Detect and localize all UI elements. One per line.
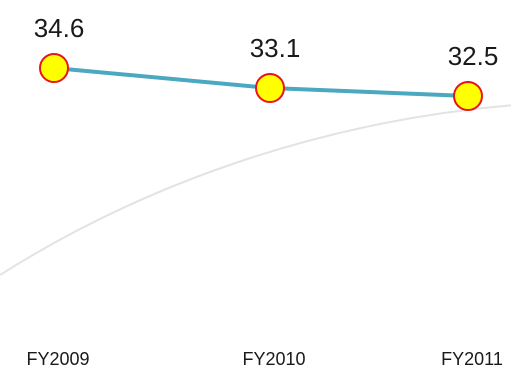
data-point-FY2010	[255, 73, 285, 103]
data-label-FY2011: 32.5	[448, 41, 499, 71]
data-labels: 34.6 33.1 32.5	[34, 13, 499, 71]
data-point-FY2009	[39, 53, 69, 83]
data-point-FY2011	[453, 81, 483, 111]
x-tick-label-FY2011: FY2011	[441, 349, 503, 369]
series-markers	[39, 53, 483, 111]
data-label-FY2009: 34.6	[34, 13, 85, 43]
background-decorative-curve	[0, 104, 511, 276]
data-label-FY2010: 33.1	[250, 33, 301, 63]
x-tick-label-FY2009: FY2009	[26, 349, 89, 369]
x-axis-tick-labels: FY2009 FY2010 FY2011	[26, 349, 502, 369]
x-tick-label-FY2010: FY2010	[242, 349, 305, 369]
